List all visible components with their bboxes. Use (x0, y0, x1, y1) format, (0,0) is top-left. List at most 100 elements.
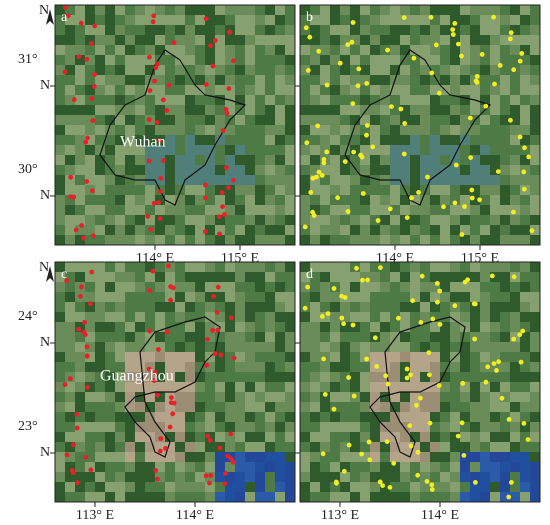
terrain-cell (410, 302, 420, 312)
terrain-cell (330, 225, 340, 235)
terrain-cell (205, 15, 215, 25)
terrain-cell (125, 165, 135, 175)
terrain-cell (185, 15, 195, 25)
terrain-cell (65, 342, 75, 352)
terrain-cell (460, 105, 470, 115)
terrain-cell (390, 35, 400, 45)
terrain-cell (235, 302, 245, 312)
terrain-cell (330, 125, 340, 135)
terrain-cell (85, 402, 95, 412)
terrain-cell (450, 145, 460, 155)
terrain-cell (320, 382, 330, 392)
terrain-cell (350, 45, 360, 55)
terrain-cell (95, 85, 105, 95)
terrain-cell (340, 25, 350, 35)
terrain-cell (185, 282, 195, 292)
terrain-cell (390, 422, 400, 432)
terrain-cell (520, 225, 530, 235)
terrain-cell (360, 282, 370, 292)
terrain-cell (195, 402, 205, 412)
terrain-cell (320, 292, 330, 302)
terrain-cell (350, 145, 360, 155)
terrain-cell (480, 272, 490, 282)
terrain-cell (225, 282, 235, 292)
terrain-cell (390, 352, 400, 362)
terrain-cell (500, 332, 510, 342)
terrain-cell (300, 25, 310, 35)
sample-point (219, 190, 225, 196)
terrain-cell (105, 135, 115, 145)
terrain-cell (510, 145, 520, 155)
terrain-cell (105, 115, 115, 125)
terrain-cell (430, 175, 440, 185)
terrain-cell (490, 492, 500, 502)
terrain-cell (165, 105, 175, 115)
terrain-cell (275, 185, 285, 195)
terrain-cell (350, 225, 360, 235)
terrain-cell (275, 85, 285, 95)
terrain-cell (320, 342, 330, 352)
terrain-cell (320, 195, 330, 205)
terrain-cell (135, 235, 145, 245)
terrain-cell (145, 55, 155, 65)
terrain-cell (125, 105, 135, 115)
sample-point (166, 263, 171, 269)
terrain-cell (165, 75, 175, 85)
terrain-cell (145, 125, 155, 135)
terrain-cell (265, 452, 275, 462)
terrain-cell (175, 75, 185, 85)
terrain-cell (95, 392, 105, 402)
terrain-cell (215, 312, 225, 322)
terrain-cell (360, 105, 370, 115)
terrain-cell (310, 165, 320, 175)
sample-point (155, 61, 160, 67)
terrain-cell (65, 195, 75, 205)
terrain-cell (530, 205, 540, 215)
terrain-cell (400, 85, 410, 95)
terrain-cell (225, 482, 235, 492)
terrain-cell (340, 115, 350, 125)
terrain-cell (420, 462, 430, 472)
terrain-cell (185, 35, 195, 45)
terrain-cell (510, 372, 520, 382)
terrain-cell (360, 382, 370, 392)
sample-point (489, 273, 495, 279)
terrain-cell (95, 272, 105, 282)
terrain-cell (360, 312, 370, 322)
terrain-cell (350, 272, 360, 282)
terrain-cell (490, 422, 500, 432)
terrain-cell (75, 145, 85, 155)
terrain-cell (215, 75, 225, 85)
terrain-cell (75, 422, 85, 432)
terrain-cell (245, 175, 255, 185)
terrain-cell (205, 462, 215, 472)
terrain-cell (165, 205, 175, 215)
terrain-cell (235, 452, 245, 462)
terrain-cell (115, 372, 125, 382)
sample-point (319, 173, 325, 178)
terrain-cell (460, 492, 470, 502)
terrain-cell (470, 105, 480, 115)
terrain-cell (275, 422, 285, 432)
sample-point (210, 328, 216, 333)
terrain-cell (95, 25, 105, 35)
terrain-cell (430, 35, 440, 45)
terrain-cell (195, 165, 205, 175)
terrain-cell (450, 125, 460, 135)
terrain-cell (215, 452, 225, 462)
terrain-cell (195, 55, 205, 65)
terrain-cell (165, 65, 175, 75)
terrain-cell (480, 55, 490, 65)
terrain-cell (255, 95, 265, 105)
sample-point (455, 433, 461, 439)
terrain-cell (195, 235, 205, 245)
terrain-cell (310, 442, 320, 452)
terrain-cell (135, 185, 145, 195)
terrain-cell (195, 75, 205, 85)
terrain-cell (310, 392, 320, 402)
terrain-cell (320, 145, 330, 155)
terrain-cell (440, 312, 450, 322)
terrain-cell (195, 282, 205, 292)
terrain-cell (155, 272, 165, 282)
terrain-cell (175, 402, 185, 412)
